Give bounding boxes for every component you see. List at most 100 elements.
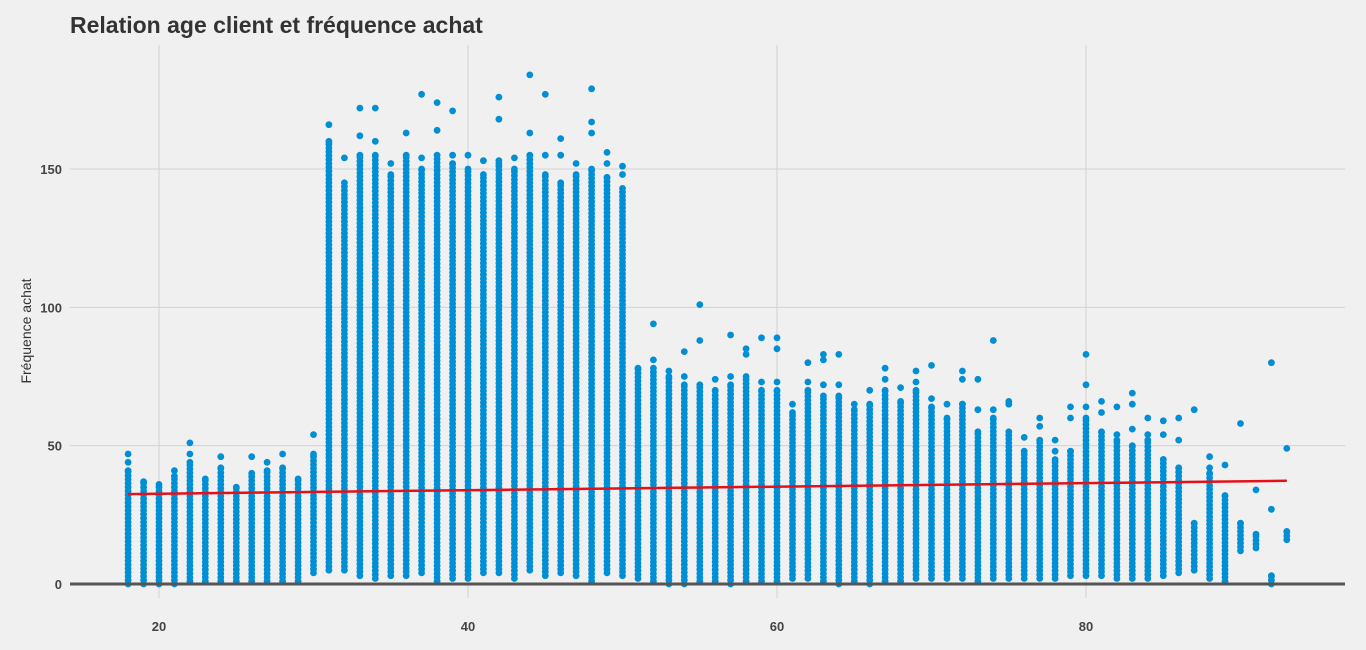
data-point <box>310 431 317 438</box>
data-point <box>541 90 549 98</box>
regression-line <box>128 479 1287 496</box>
data-point <box>1098 428 1105 436</box>
data-point <box>1067 403 1074 411</box>
data-point <box>186 450 194 458</box>
data-point <box>279 450 286 458</box>
data-point <box>1128 425 1136 433</box>
data-point <box>186 458 194 466</box>
data-point <box>171 467 178 474</box>
x-tick-label-40: 40 <box>461 619 475 634</box>
data-point <box>1144 414 1152 422</box>
data-point <box>464 151 472 159</box>
data-point <box>1098 409 1105 416</box>
data-point <box>464 165 472 173</box>
data-point <box>603 149 611 156</box>
data-point <box>1113 403 1121 411</box>
data-point <box>541 151 549 159</box>
chart-title: Relation age client et fréquence achat <box>70 12 483 38</box>
data-point <box>711 386 719 394</box>
data-point <box>526 129 534 137</box>
data-point <box>263 458 271 466</box>
data-point <box>619 185 626 192</box>
data-point <box>850 406 858 414</box>
data-point <box>866 386 874 394</box>
data-point <box>572 171 580 178</box>
data-point <box>727 331 734 339</box>
data-point <box>773 345 781 353</box>
data-point <box>850 400 858 408</box>
data-point <box>758 386 765 394</box>
data-point <box>727 381 734 389</box>
data-point <box>1221 461 1229 469</box>
data-point <box>356 132 364 140</box>
data-point <box>727 373 734 380</box>
data-point <box>263 467 271 474</box>
data-point <box>603 173 611 181</box>
data-point <box>680 381 688 389</box>
label-layer: 20 40 60 80 0 50 100 150 Fréquence achat <box>18 162 1093 634</box>
data-point <box>294 475 302 483</box>
data-point <box>912 378 920 386</box>
data-point <box>588 129 595 137</box>
data-point <box>588 118 595 126</box>
data-point <box>1144 436 1152 444</box>
data-point <box>140 478 148 485</box>
data-point <box>124 467 132 474</box>
data-point <box>402 129 410 137</box>
data-point <box>711 375 719 383</box>
data-point <box>402 151 410 159</box>
data-point <box>433 151 441 159</box>
data-point <box>341 179 348 187</box>
data-point <box>928 362 935 369</box>
data-point <box>1082 381 1090 389</box>
data-point <box>495 115 503 123</box>
data-point <box>742 373 750 380</box>
data-point <box>974 375 982 383</box>
data-point <box>356 151 364 159</box>
data-point <box>480 171 487 178</box>
data-point <box>820 381 827 389</box>
data-point <box>572 160 580 167</box>
data-point <box>912 367 920 375</box>
data-point <box>1283 445 1291 452</box>
data-point <box>557 135 565 143</box>
regression-layer <box>128 479 1287 496</box>
data-point <box>959 375 966 383</box>
data-point <box>541 171 549 178</box>
data-point <box>248 453 256 461</box>
data-point <box>1159 431 1167 438</box>
data-point <box>1082 351 1090 358</box>
data-point <box>758 378 765 386</box>
data-point <box>680 373 688 380</box>
data-point <box>820 392 827 400</box>
data-point <box>1190 406 1198 414</box>
data-point <box>511 154 518 162</box>
data-point <box>371 137 379 145</box>
x-tick-label-20: 20 <box>152 619 166 634</box>
data-point <box>835 381 843 389</box>
data-point <box>433 99 441 106</box>
data-point <box>557 179 565 187</box>
data-point <box>1283 528 1291 535</box>
data-point <box>1051 436 1059 444</box>
data-point <box>418 154 425 162</box>
data-point <box>773 386 781 394</box>
data-point <box>804 386 812 394</box>
data-point <box>758 334 765 342</box>
data-point <box>881 375 889 383</box>
data-point <box>1159 456 1167 463</box>
grid-layer <box>70 45 1345 598</box>
data-point <box>1005 398 1013 405</box>
data-point <box>619 162 626 170</box>
data-point <box>495 93 503 101</box>
data-point <box>387 171 395 178</box>
data-point <box>1113 431 1121 438</box>
data-point <box>897 398 904 405</box>
data-point <box>881 364 889 372</box>
data-point <box>325 137 333 145</box>
data-point <box>943 400 951 408</box>
data-point <box>341 154 348 162</box>
data-point <box>1268 359 1275 367</box>
data-point <box>1020 447 1028 455</box>
data-point <box>279 464 286 472</box>
